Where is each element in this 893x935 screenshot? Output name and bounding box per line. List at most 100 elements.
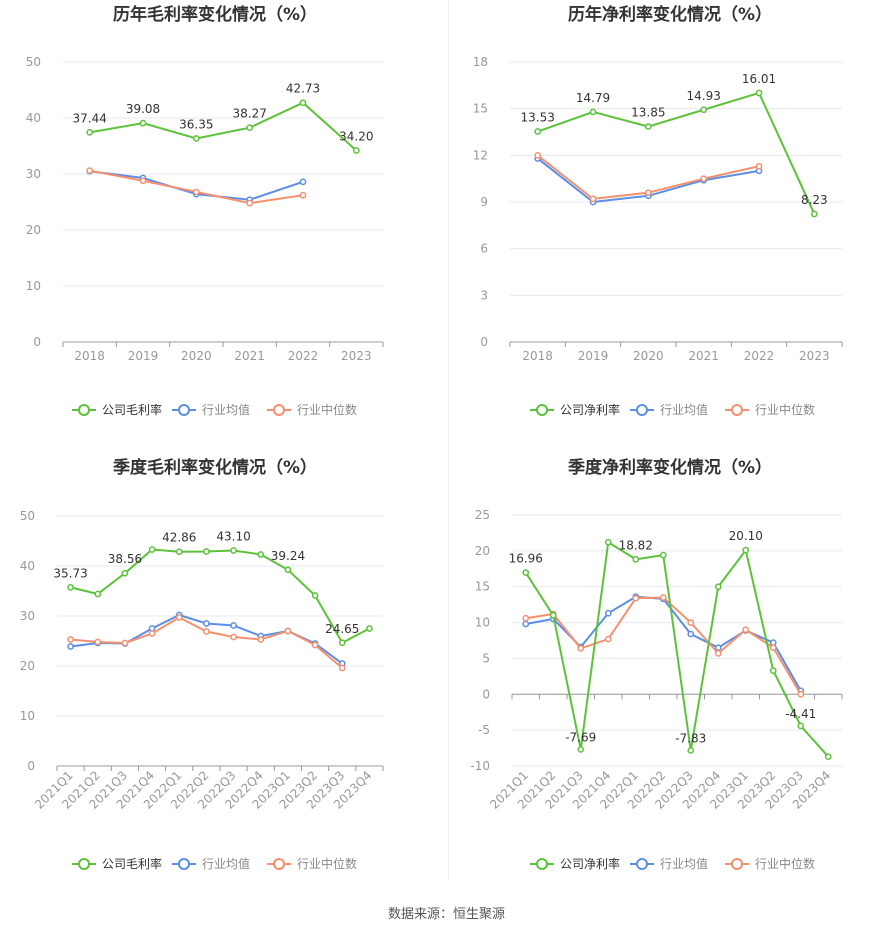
data-point <box>175 548 183 556</box>
legend-marker <box>78 404 90 416</box>
source-footer: 数据来源：恒生聚源 <box>387 907 505 922</box>
data-point <box>246 124 254 132</box>
data-point <box>644 189 652 197</box>
x-tick-label: 2021 <box>234 349 265 363</box>
y-tick-label: 15 <box>475 580 490 594</box>
data-point <box>121 569 129 577</box>
legend-marker <box>536 404 548 416</box>
data-point <box>687 747 695 754</box>
legend-marker <box>636 404 648 416</box>
data-label: 13.85 <box>631 106 665 120</box>
data-label: 42.73 <box>286 82 320 96</box>
data-label: 16.96 <box>509 552 543 566</box>
data-label: 38.27 <box>232 107 266 121</box>
vertical-divider <box>448 0 449 880</box>
x-tick-label: 2020 <box>633 349 664 363</box>
data-point <box>246 199 254 207</box>
legend-item: 行业中位数 <box>725 856 815 871</box>
data-point <box>632 555 640 563</box>
y-tick-label: 30 <box>26 167 41 181</box>
series-line-0 <box>89 101 358 152</box>
legend-marker <box>636 858 648 870</box>
chart-2: 历年净利率变化情况（%） 0 3 6 9 12 15 18 2018 2019 2020 2021 20… <box>473 4 843 417</box>
data-label: 39.24 <box>271 549 305 563</box>
data-label: 34.20 <box>339 129 373 143</box>
data-point <box>230 622 237 629</box>
data-point <box>714 583 722 591</box>
data-point <box>577 645 585 652</box>
x-tick-label: 2018 <box>74 349 105 363</box>
data-label: 13.53 <box>520 111 554 125</box>
data-point <box>299 191 307 199</box>
y-tick-label: 25 <box>475 508 490 522</box>
legend-marker <box>731 404 743 416</box>
data-point <box>67 584 74 591</box>
y-tick-label: 0 <box>27 759 35 773</box>
x-tick-label: 2019 <box>128 349 159 363</box>
data-point <box>769 667 777 674</box>
data-point <box>522 620 530 628</box>
data-point <box>687 630 695 638</box>
data-point <box>534 128 542 135</box>
y-tick-label: 5 <box>482 651 490 665</box>
data-point <box>94 638 102 646</box>
data-label: 16.01 <box>742 72 776 86</box>
data-label: 39.08 <box>126 102 160 116</box>
legend-marker <box>273 404 285 416</box>
data-point <box>632 594 640 602</box>
legend-item: 行业中位数 <box>267 402 357 417</box>
x-tick-label: 2023 <box>799 349 830 363</box>
legend-item: 行业中位数 <box>267 856 357 871</box>
series-line-0 <box>537 91 816 215</box>
y-tick-label: 6 <box>480 242 488 256</box>
data-point <box>604 635 612 643</box>
data-point <box>148 546 156 553</box>
legend-item: 公司净利率 <box>530 856 620 871</box>
data-label: 8.23 <box>801 193 828 207</box>
data-label: 24.65 <box>325 622 359 636</box>
data-label: 38.56 <box>108 552 142 566</box>
data-point <box>659 551 667 559</box>
legend-item: 行业均值 <box>172 402 250 417</box>
data-point <box>604 538 612 546</box>
data-point <box>755 89 763 97</box>
data-label: 37.44 <box>72 111 106 125</box>
legend-marker <box>273 858 285 870</box>
y-tick-label: 50 <box>20 509 35 523</box>
data-point <box>644 123 652 130</box>
data-point <box>714 650 722 657</box>
legend-label: 行业中位数 <box>755 402 815 417</box>
data-point <box>230 547 237 554</box>
data-label: 18.82 <box>619 538 653 552</box>
chart-title: 历年净利率变化情况（%） <box>568 4 772 25</box>
data-point <box>203 548 210 555</box>
data-label: 35.73 <box>53 566 87 580</box>
x-tick-label: 2023 <box>341 349 372 363</box>
y-tick-label: -10 <box>470 759 490 773</box>
y-tick-label: 20 <box>475 544 490 558</box>
y-tick-label: 10 <box>475 616 490 630</box>
legend-item: 公司毛利率 <box>72 402 162 417</box>
y-tick-label: 40 <box>20 559 35 573</box>
data-label: 14.93 <box>686 89 720 103</box>
y-tick-label: 50 <box>26 55 41 69</box>
data-point <box>257 636 265 643</box>
series-line-0 <box>524 540 829 758</box>
x-tick-label: 2022 <box>288 349 319 363</box>
data-point <box>824 753 832 761</box>
data-label: -4.41 <box>785 707 816 721</box>
data-point <box>192 188 200 196</box>
legend-label: 行业均值 <box>202 402 250 417</box>
legend-item: 行业均值 <box>630 856 708 871</box>
data-point <box>742 546 750 554</box>
data-point <box>810 210 818 218</box>
data-point <box>148 630 156 637</box>
data-label: 14.79 <box>576 91 610 105</box>
legend-label: 行业均值 <box>660 402 708 417</box>
data-point <box>284 627 292 635</box>
data-point <box>700 175 708 183</box>
x-tick-label: 2020 <box>181 349 212 363</box>
y-tick-label: 30 <box>20 609 35 623</box>
data-point <box>589 108 597 116</box>
